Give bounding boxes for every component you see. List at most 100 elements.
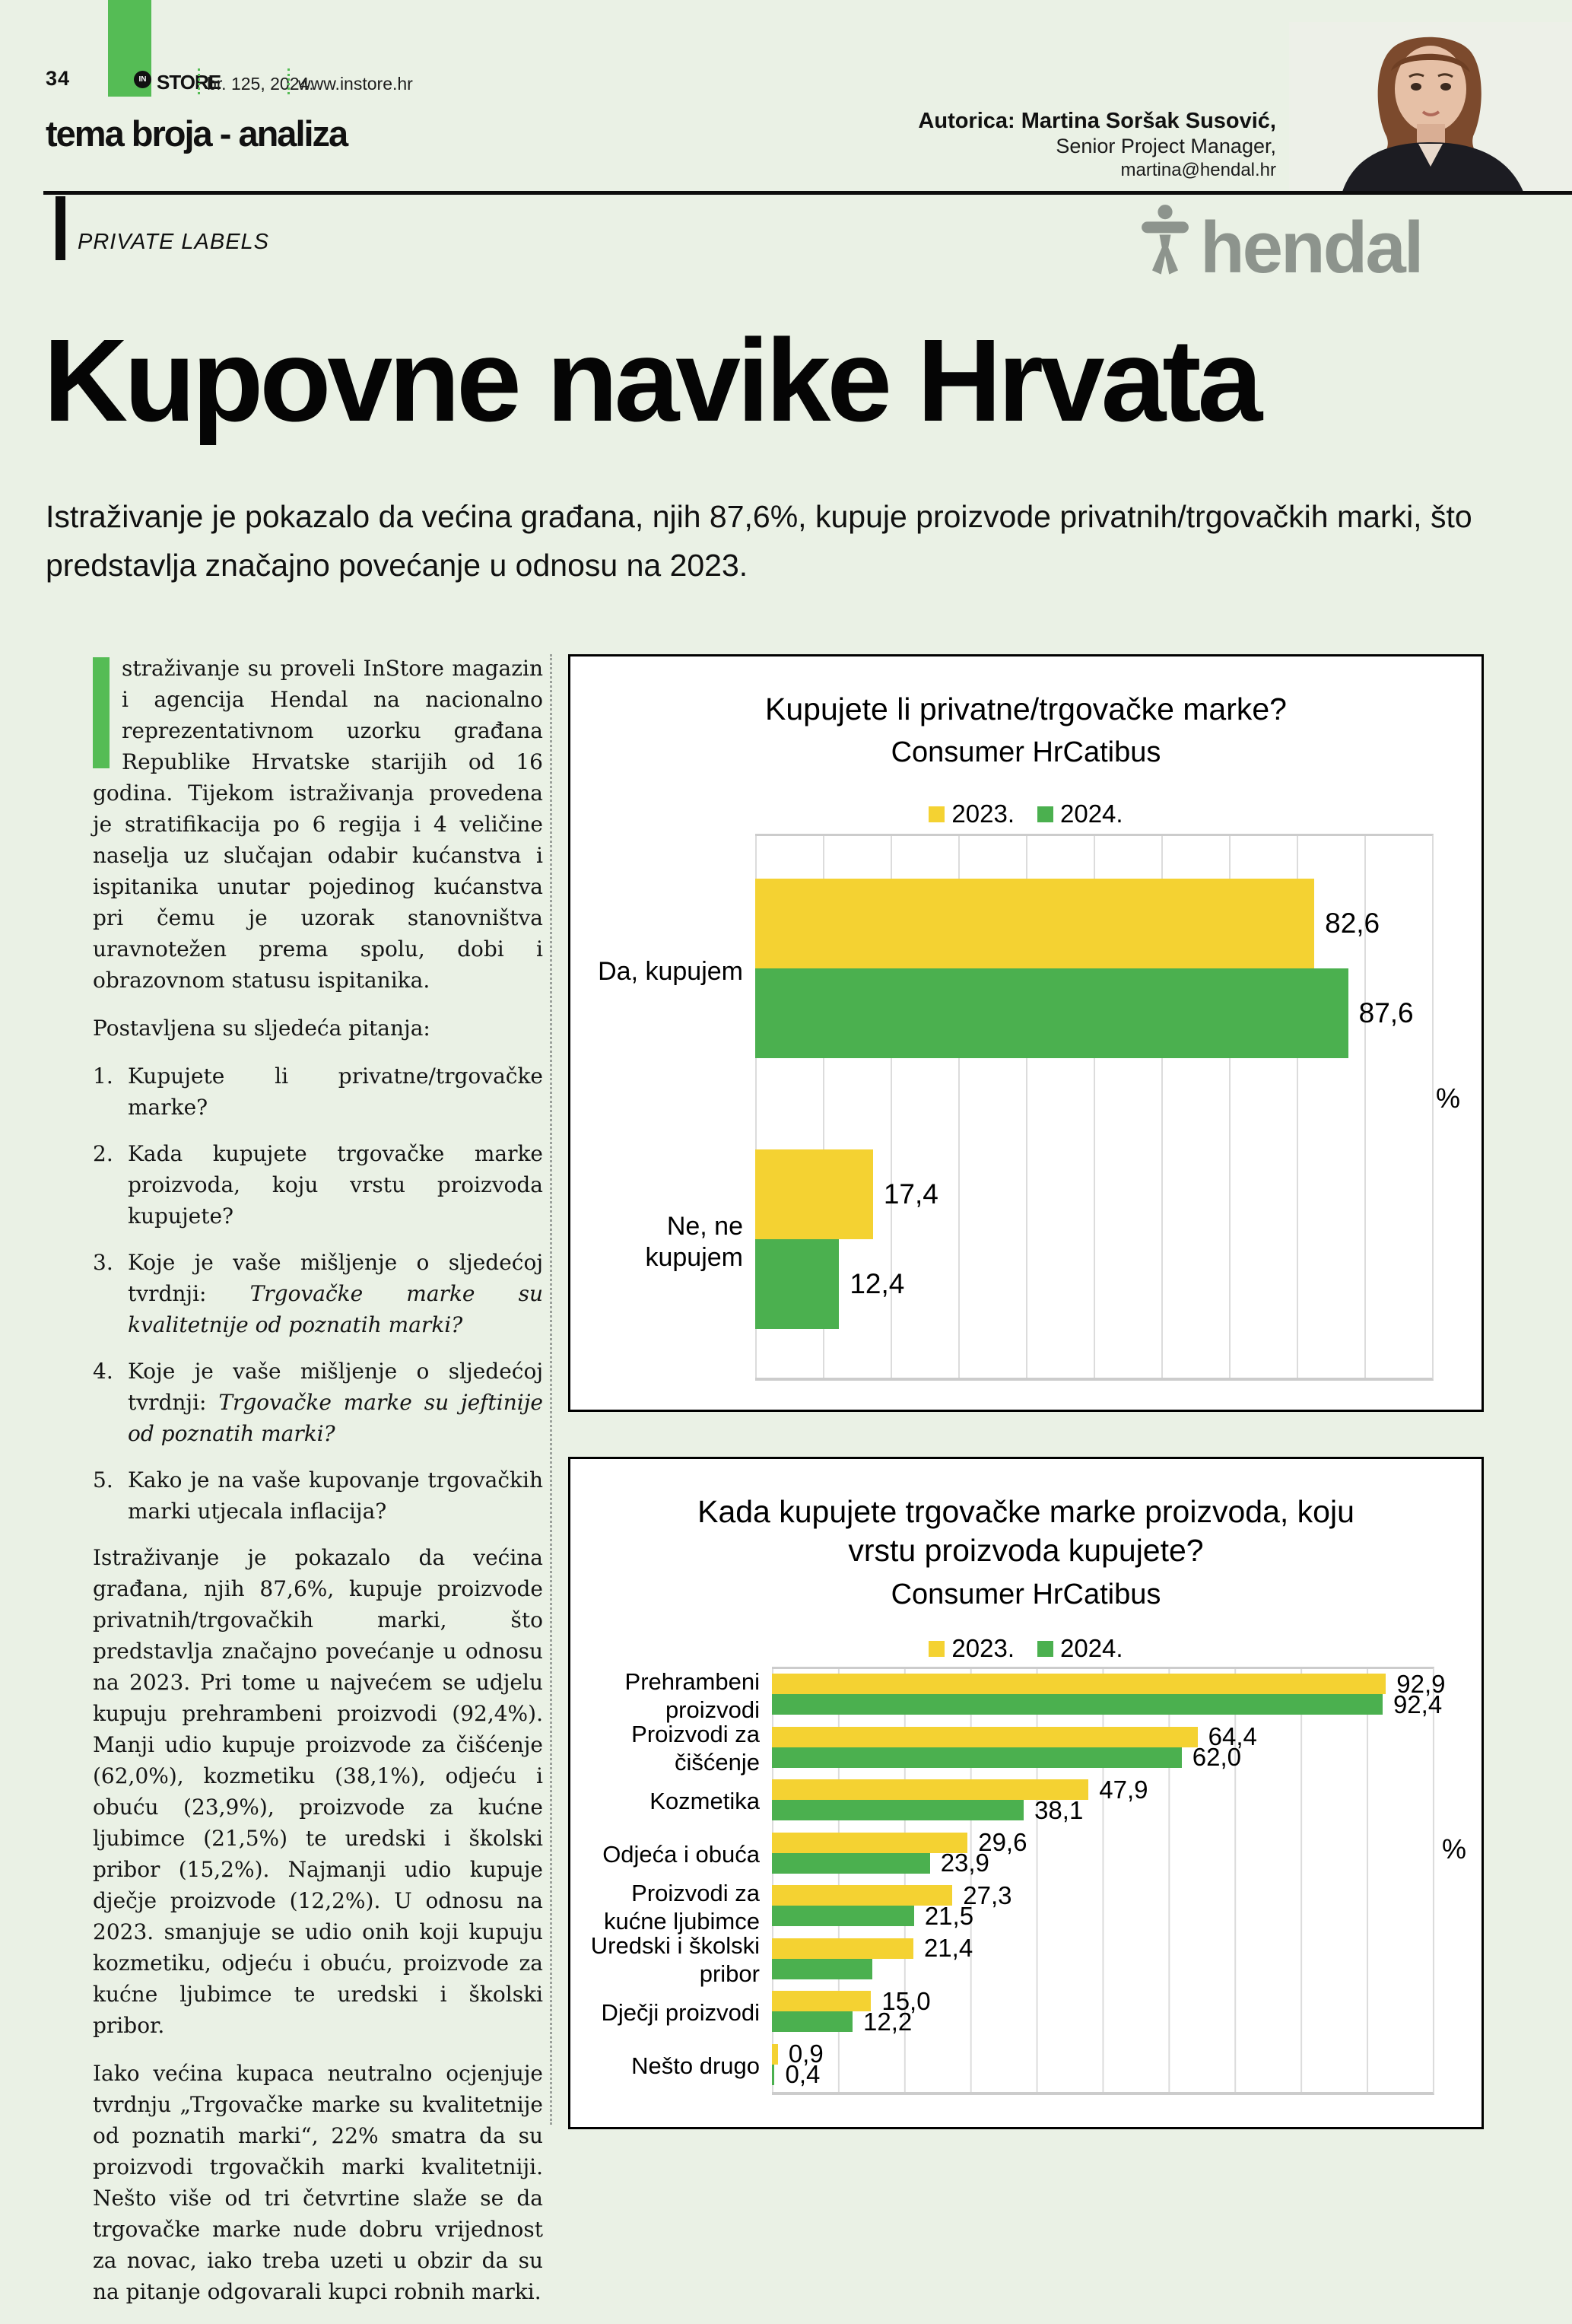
bar-2023-3 — [772, 1832, 968, 1853]
bar-2024-4 — [772, 1906, 914, 1926]
chart-buy-private-labels: Kupujete li privatne/trgovačke marke? Co… — [568, 654, 1484, 1412]
instore-logo-text: STORE — [157, 71, 221, 94]
hendal-figure-icon — [1142, 205, 1189, 275]
value-label: 92,4 — [1393, 1690, 1443, 1718]
bar-2024-7 — [772, 2064, 775, 2085]
page-number: 34 — [46, 67, 71, 90]
bar-2024-3 — [772, 1852, 930, 1874]
face — [1395, 46, 1466, 132]
bar-2024-2 — [772, 1800, 1024, 1820]
legend-item: 2024. — [1037, 1634, 1123, 1663]
kicker-bar — [56, 196, 65, 260]
author-role: Senior Project Manager, — [1056, 135, 1276, 157]
headline: Kupovne navike Hrvata — [43, 315, 1262, 446]
list-item: 3. Koje je vaše mišljenje o sljedećoj tvr… — [93, 1250, 543, 1337]
instore-logo-icon: IN — [134, 71, 151, 88]
category-label: Nešto drugo — [631, 2052, 760, 2079]
article-body: straživanje su proveli InStore magazin i… — [93, 653, 543, 2324]
list-item: 5. Kako je na vaše kupovanje trgovačkih m… — [93, 1467, 543, 1524]
bar-2023-0 — [772, 1674, 1386, 1694]
list-item: 1. Kupujete li privatne/trgovačke marke? — [93, 1063, 543, 1120]
category-label: Uredski i školski pribor — [590, 1932, 760, 1988]
category-label: Proizvodi za čišćenje — [631, 1721, 760, 1776]
bar-2023-6 — [772, 1991, 872, 2011]
value-label: 64,4 — [1208, 1722, 1257, 1750]
bar-2024-1 — [755, 1239, 840, 1329]
column-separator — [550, 654, 552, 2125]
chart-subtitle: Consumer HrCatibus — [891, 736, 1161, 769]
value-label: 0,9 — [788, 2039, 824, 2068]
bar-2024-0 — [772, 1694, 1383, 1715]
axis-unit-label: % — [1436, 1083, 1461, 1114]
list-item: 4. Koje je vaše mišljenje o sljedećoj tvr… — [93, 1359, 543, 1446]
value-label: 12,2 — [863, 2007, 913, 2036]
bar-2023-5 — [772, 1938, 913, 1959]
legend-label: 2024. — [1060, 800, 1123, 828]
chart-legend: 2023. 2024. — [570, 800, 1481, 828]
chart-subtitle: Consumer HrCatibus — [891, 1578, 1161, 1610]
category-label: Da, kupujem — [598, 956, 743, 986]
bar-2023-0 — [755, 879, 1315, 968]
chart-title: Kada kupujete trgovačke marke proizvoda,… — [697, 1494, 1354, 1569]
chart-product-types: Kada kupujete trgovačke marke proizvoda,… — [568, 1457, 1484, 2129]
chart-plot: Prehrambeni proizvodi 92,9 92,4 Proizvodi z… — [591, 1667, 1446, 2095]
blazer — [1342, 142, 1523, 192]
paragraph: straživanje su proveli InStore magazin i… — [93, 656, 543, 993]
legend-label: 2023. — [951, 800, 1015, 828]
value-label: 87,6 — [1358, 997, 1414, 1028]
legend-swatch-icon — [1037, 1640, 1053, 1657]
value-label: 62,0 — [1192, 1743, 1241, 1771]
chart-title: Kupujete li privatne/trgovačke marke? — [765, 691, 1287, 726]
drop-cap — [93, 657, 110, 768]
value-label: 38,1 — [1034, 1795, 1084, 1824]
hendal-logo: hendal — [1141, 204, 1424, 289]
list-item: 2. Kada kupujete trgovačke marke proizvod… — [93, 1141, 543, 1229]
category-label: Kozmetika — [649, 1788, 760, 1815]
category-label: Ne, ne kupujem — [645, 1212, 743, 1272]
value-label: 12,4 — [850, 1268, 905, 1299]
category-label: Prehrambeni proizvodi — [624, 1667, 760, 1723]
legend-item: 2023. — [929, 800, 1015, 828]
value-label: 21,5 — [924, 1901, 974, 1930]
legend-swatch-icon — [1037, 806, 1053, 822]
hendal-logo-text: hendal — [1200, 207, 1424, 289]
legend-item: 2024. — [1037, 800, 1123, 828]
value-label: 82,6 — [1325, 908, 1380, 939]
category-label: Proizvodi za kućne ljubimce — [603, 1879, 760, 1935]
header-rule — [43, 191, 1572, 195]
bar-2024-6 — [772, 2011, 853, 2032]
bar-2024-0 — [755, 968, 1348, 1058]
legend-swatch-icon — [929, 1640, 945, 1657]
bar-2023-4 — [772, 1885, 953, 1906]
section-title: tema broja - analiza — [46, 113, 348, 154]
kicker: PRIVATE LABELS — [78, 230, 270, 254]
value-label: 29,6 — [978, 1828, 1027, 1856]
author-byline: Autorica: Martina Soršak Susović, — [918, 109, 1276, 133]
questions-list: 1. Kupujete li privatne/trgovačke marke? … — [93, 1060, 543, 1527]
lead-paragraph: Istraživanje je pokazalo da većina građa… — [46, 499, 1472, 583]
chart-plot: Da, kupujem 82,6 87,6 Ne, ne kupujem 17,4 12,… — [598, 834, 1434, 1381]
questions-intro: Postavljena su sljedeća pitanja: — [93, 1016, 430, 1041]
bar-2024-5 — [772, 1958, 873, 1979]
bar-2023-1 — [772, 1726, 1198, 1747]
author-photo — [1289, 22, 1572, 192]
value-label: 15,0 — [881, 1986, 931, 2015]
paragraph: Istraživanje je pokazalo da većina građa… — [93, 1545, 543, 2038]
value-label: 23,9 — [940, 1849, 989, 1877]
bar-2023-7 — [772, 2043, 778, 2065]
chart-legend: 2023. 2024. — [570, 1634, 1481, 1663]
value-label: 17,4 — [883, 1178, 938, 1210]
bar-2024-1 — [772, 1747, 1182, 1768]
legend-label: 2024. — [1060, 1634, 1123, 1662]
magazine-page: { "page": { "page_number": "34", "masthe… — [43, 0, 1572, 2304]
legend-swatch-icon — [929, 806, 945, 822]
legend-label: 2023. — [951, 1634, 1015, 1662]
website-url: www.instore.hr — [298, 74, 413, 94]
author-block: Autorica: Martina Soršak Susović, Senior… — [918, 108, 1276, 182]
category-label: Odjeća i obuća — [602, 1840, 760, 1868]
author-email: martina@hendal.hr — [1120, 160, 1276, 180]
value-label: 0,4 — [785, 2060, 821, 2088]
fringe — [1391, 53, 1470, 72]
bar-2023-1 — [755, 1149, 873, 1239]
bar-2023-2 — [772, 1779, 1089, 1800]
